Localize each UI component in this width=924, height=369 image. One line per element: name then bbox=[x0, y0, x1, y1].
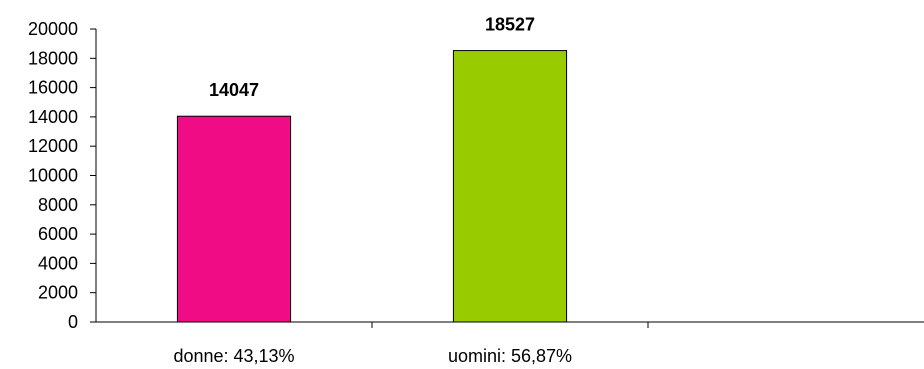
y-tick-label: 20000 bbox=[28, 19, 78, 39]
data-labels: 14047 18527 bbox=[209, 15, 535, 101]
x-category-label: uomini: 56,87% bbox=[448, 346, 572, 366]
bar bbox=[452, 50, 568, 323]
x-axis: donne: 43,13% uomini: 56,87% bbox=[96, 321, 924, 366]
y-axis: 0 2000 4000 6000 8000 10000 12000 14000 16000 180… bbox=[28, 19, 97, 332]
y-tick-label: 10000 bbox=[28, 166, 78, 186]
y-tick-label: 14000 bbox=[28, 107, 78, 127]
y-tick-label: 18000 bbox=[28, 48, 78, 68]
data-label: 18527 bbox=[485, 15, 535, 35]
y-tick-label: 12000 bbox=[28, 136, 78, 156]
y-tick-label: 0 bbox=[68, 312, 78, 332]
y-tick-label: 6000 bbox=[38, 224, 78, 244]
data-label: 14047 bbox=[209, 80, 259, 100]
bar bbox=[176, 115, 292, 323]
bars bbox=[176, 50, 568, 323]
x-category-label: donne: 43,13% bbox=[173, 346, 294, 366]
y-tick-label: 4000 bbox=[38, 253, 78, 273]
y-tick-label: 16000 bbox=[28, 78, 78, 98]
y-tick-label: 8000 bbox=[38, 195, 78, 215]
y-tick-label: 2000 bbox=[38, 283, 78, 303]
